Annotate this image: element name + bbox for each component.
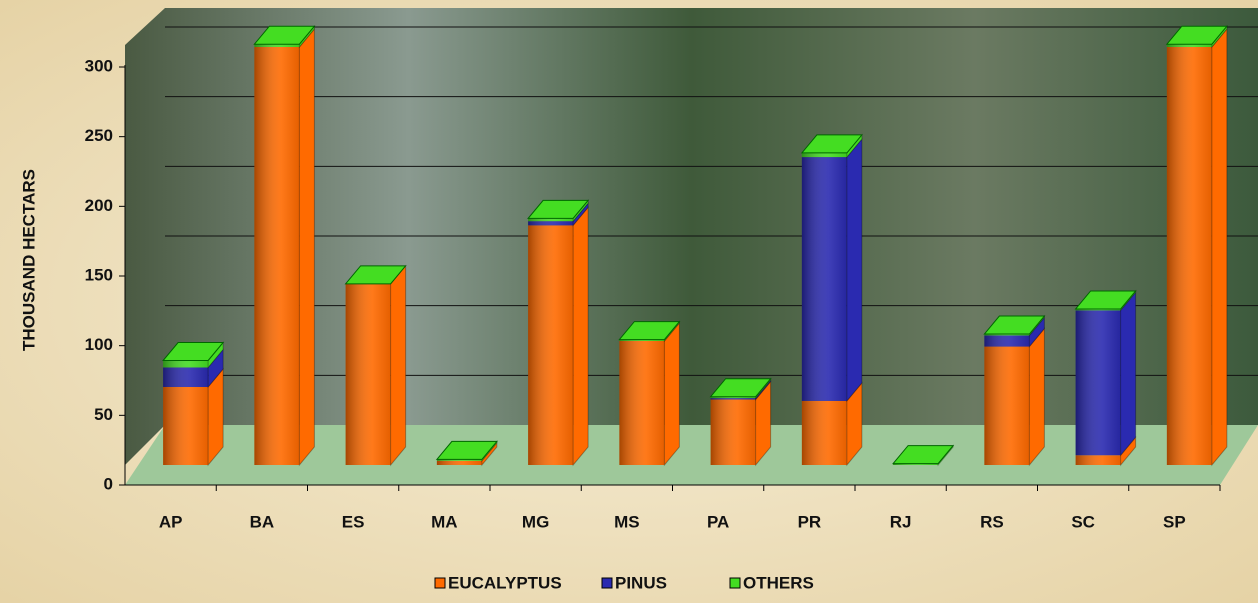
- bar-shade: [436, 459, 482, 461]
- legend-swatch: [729, 577, 741, 589]
- x-tick-label: RJ: [890, 512, 912, 531]
- y-tick-label: 300: [85, 56, 113, 75]
- bar-shade: [1075, 308, 1121, 311]
- bar-top: [527, 199, 590, 219]
- x-tick-label: MG: [522, 512, 549, 531]
- bar-shade: [254, 47, 300, 465]
- x-tick-label: RS: [980, 512, 1004, 531]
- y-tick-label: 200: [85, 196, 113, 215]
- legend-label: EUCALYPTUS: [448, 573, 562, 592]
- bar-side: [663, 321, 680, 467]
- bar-shade: [1166, 47, 1212, 465]
- bar-top: [892, 445, 955, 465]
- bar-shade: [1166, 44, 1212, 47]
- bar-side: [298, 27, 315, 467]
- y-tick-label: 50: [94, 405, 113, 424]
- bar-top: [1165, 25, 1228, 45]
- legend-swatch: [601, 577, 613, 589]
- bar-shade: [984, 346, 1030, 465]
- bar-top: [253, 25, 316, 45]
- bar-shade: [893, 463, 939, 465]
- bar-shade: [528, 221, 574, 226]
- bar-top: [435, 440, 498, 460]
- x-tick-label: ES: [342, 512, 365, 531]
- bar-shade: [345, 283, 391, 465]
- x-tick-label: BA: [250, 512, 275, 531]
- bar-shade: [710, 396, 756, 399]
- x-tick-label: MA: [431, 512, 457, 531]
- bar-shade: [801, 400, 847, 465]
- y-tick-label: 150: [85, 265, 113, 284]
- bar-top: [162, 342, 225, 361]
- bar-top: [800, 134, 863, 154]
- bar-shade: [984, 334, 1030, 336]
- y-tick-label: 100: [85, 335, 113, 354]
- bar-shade: [163, 360, 209, 368]
- bar-top: [618, 321, 681, 341]
- bar-top: [983, 315, 1046, 335]
- bar-shade: [710, 398, 756, 400]
- legend-swatch: [434, 577, 446, 589]
- x-tick-label: SP: [1163, 512, 1186, 531]
- legend-label: PINUS: [615, 573, 667, 592]
- bar-shade: [619, 340, 665, 465]
- x-tick-label: SC: [1071, 512, 1095, 531]
- x-tick-label: AP: [159, 512, 183, 531]
- bar-side: [1211, 27, 1228, 467]
- bar-side: [1120, 290, 1137, 457]
- bar-shade: [436, 460, 482, 465]
- bar-shade: [1075, 455, 1121, 465]
- y-tick-label: 250: [85, 126, 113, 145]
- floor: [125, 425, 1258, 485]
- bar-shade: [984, 335, 1030, 347]
- bar-side: [390, 264, 407, 467]
- x-tick-label: PA: [707, 512, 729, 531]
- bar-side: [846, 137, 863, 403]
- legend-label: OTHERS: [743, 573, 814, 592]
- bar-top: [709, 378, 772, 398]
- bar-shade: [163, 367, 209, 387]
- bar-shade: [710, 399, 756, 465]
- bar-shade: [619, 339, 665, 341]
- bar-shade: [254, 44, 300, 47]
- bar-side: [1028, 327, 1045, 467]
- bar-shade: [528, 218, 574, 222]
- bar-top: [344, 265, 407, 285]
- bar-shade: [801, 157, 847, 401]
- bar-shade: [801, 152, 847, 158]
- bar-side: [572, 205, 589, 467]
- y-tick-label: 0: [104, 474, 113, 493]
- bar-shade: [528, 225, 574, 465]
- bar-top: [1074, 290, 1137, 310]
- x-tick-label: PR: [798, 512, 822, 531]
- x-tick-label: MS: [614, 512, 640, 531]
- y-axis-label: THOUSAND HECTARS: [19, 169, 38, 351]
- bar-shade: [1075, 310, 1121, 456]
- bar-shade: [163, 386, 209, 465]
